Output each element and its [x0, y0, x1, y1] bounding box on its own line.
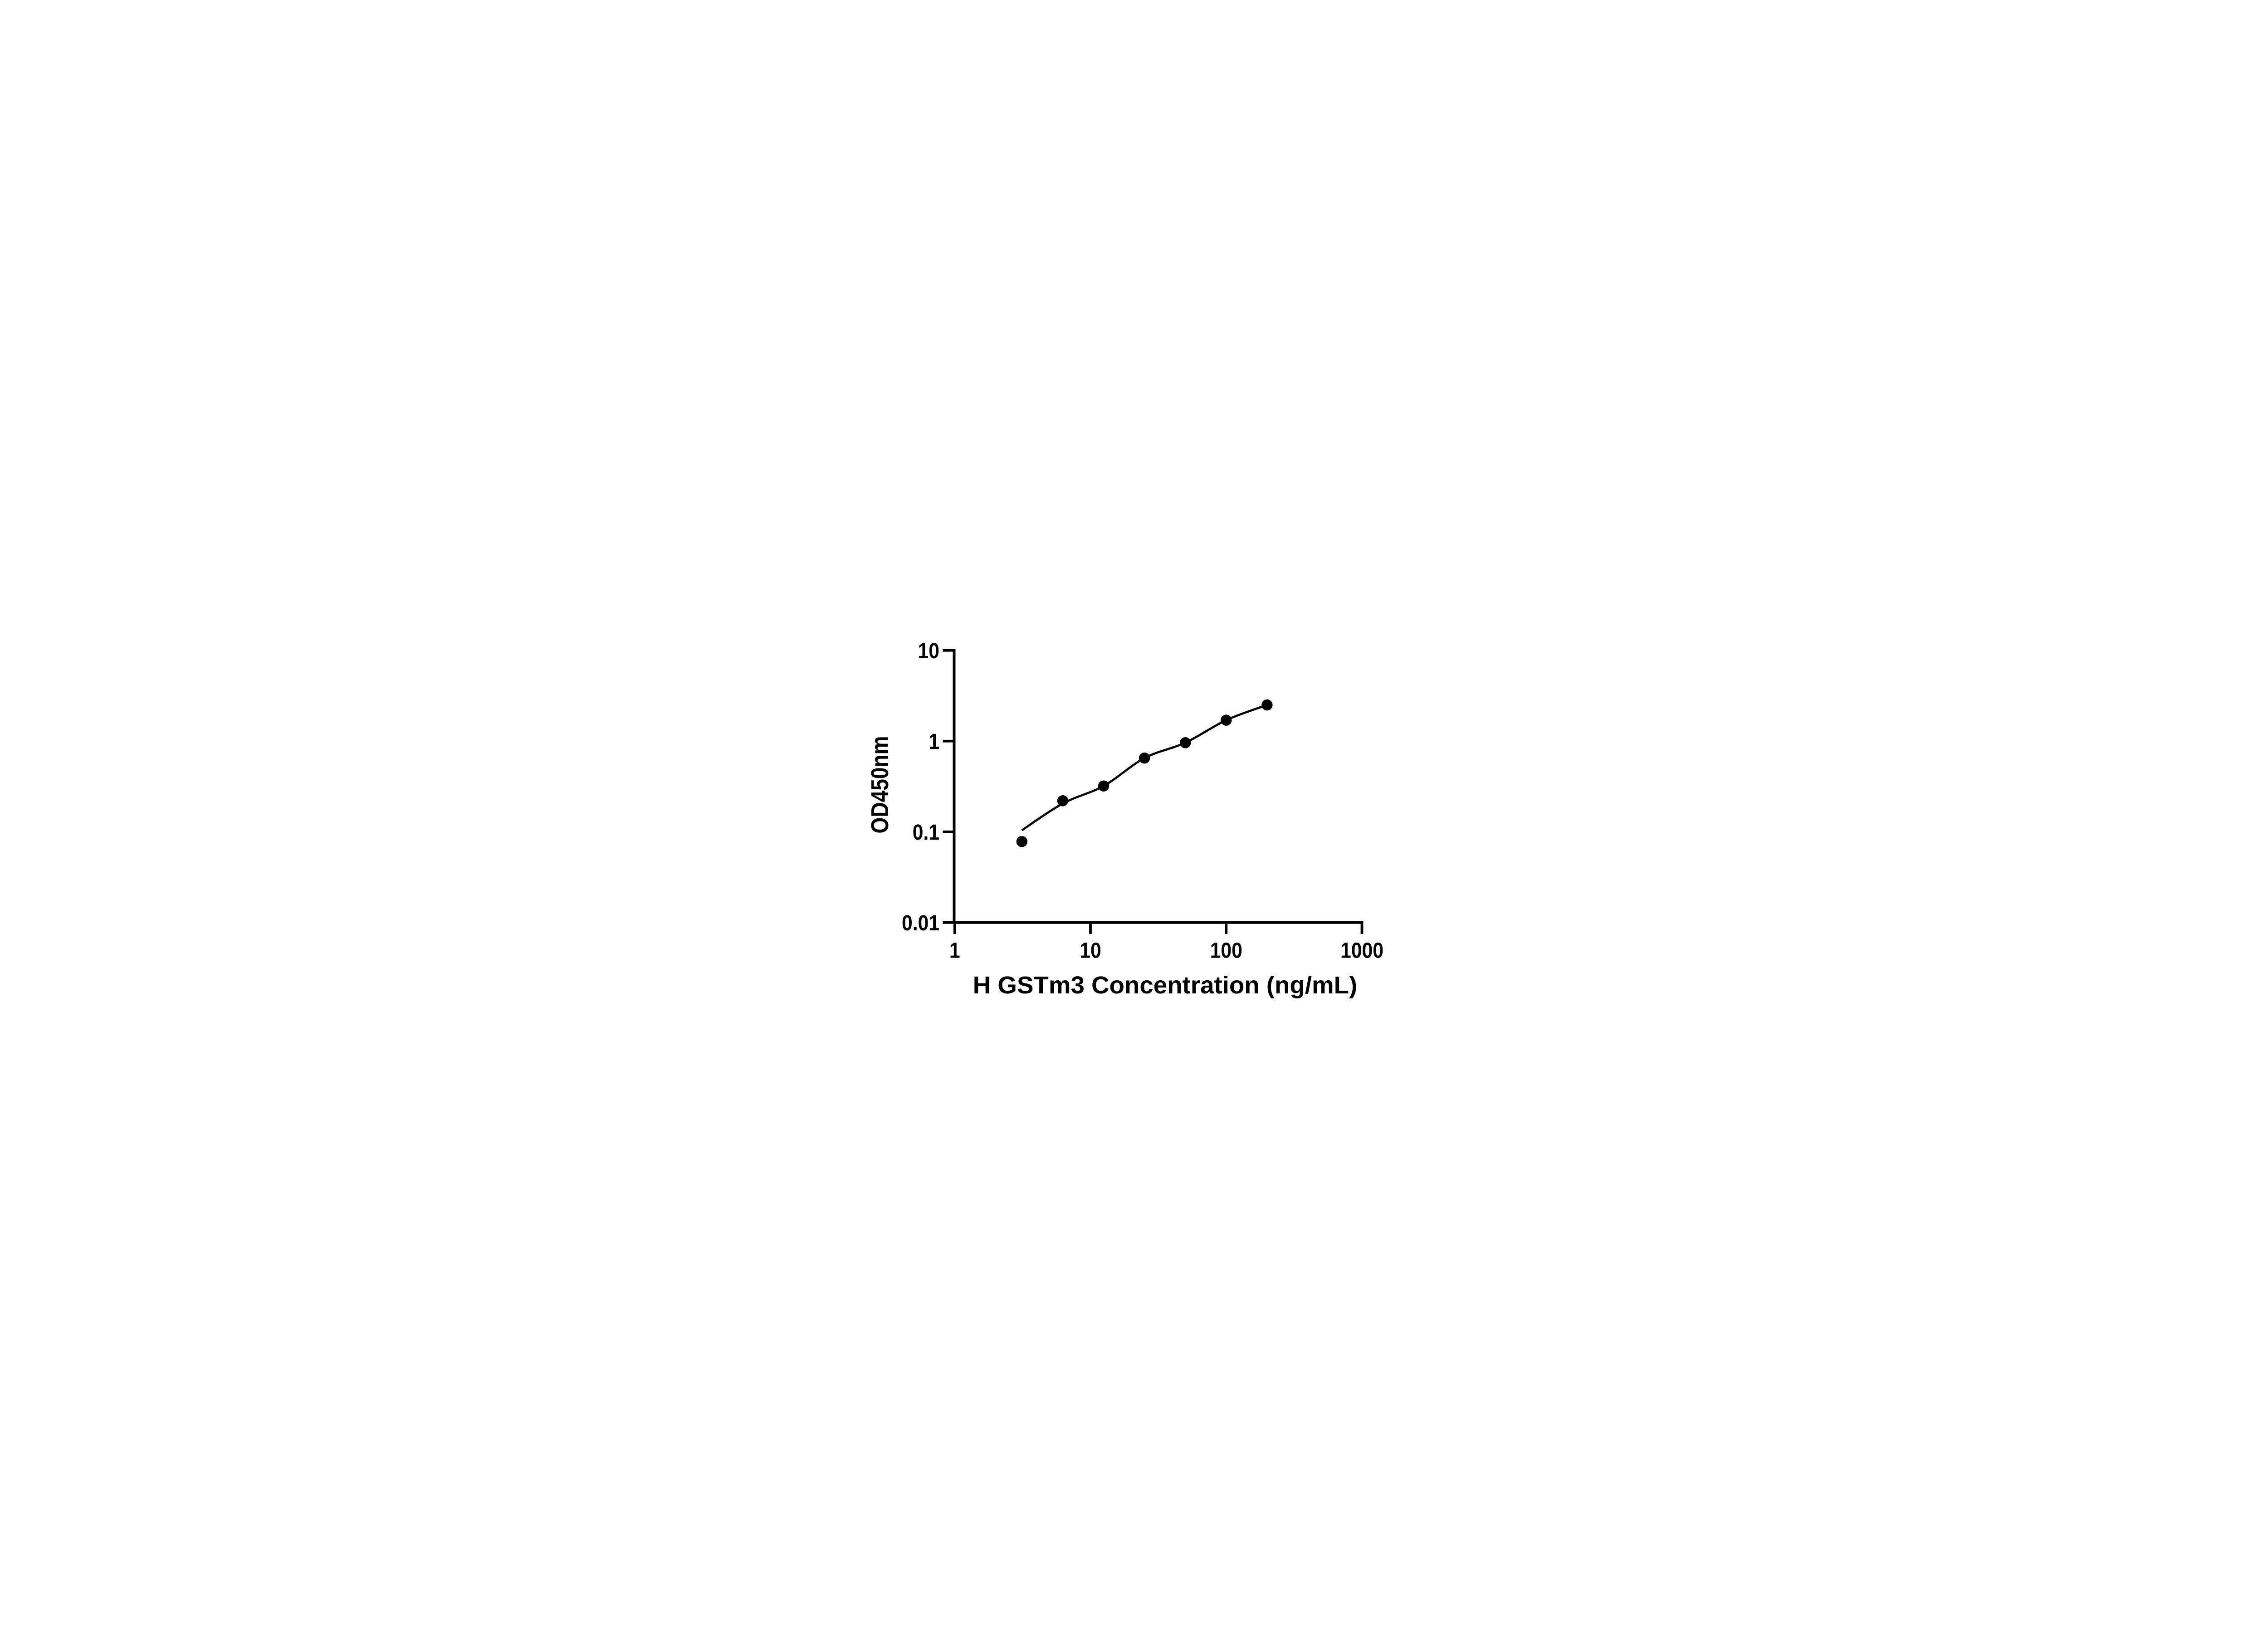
data-point [1261, 699, 1273, 711]
x-tick-label: 1 [949, 939, 960, 963]
y-axis: 10 1 0.1 0.01 [902, 639, 956, 935]
data-point [1016, 836, 1028, 847]
y-tick-label: 0.01 [902, 911, 939, 935]
x-axis-title: H GSTm3 Concentration (ng/mL) [973, 972, 1358, 999]
x-tick-label: 100 [1210, 939, 1242, 963]
y-tick-label: 10 [918, 639, 940, 663]
y-tick-label: 1 [929, 730, 939, 754]
x-tick-label: 10 [1080, 939, 1101, 963]
elisa-standard-curve-chart: 10 1 0.1 0.01 1 10 100 1000 H GSTm3 Concentrat… [843, 612, 1425, 1021]
data-point [1098, 780, 1110, 792]
y-axis-title: OD450nm [867, 736, 894, 834]
data-points [1016, 699, 1273, 847]
x-axis: 1 10 100 1000 [949, 921, 1383, 963]
data-point [1139, 752, 1150, 764]
y-tick-label: 0.1 [913, 821, 939, 845]
data-point [1057, 795, 1069, 807]
x-tick-label: 1000 [1340, 939, 1383, 963]
data-point [1221, 714, 1232, 726]
figure-canvas: 10 1 0.1 0.01 1 10 100 1000 H GSTm3 Concentrat… [843, 612, 1425, 1021]
data-point [1179, 737, 1191, 748]
plot-background [843, 612, 1425, 1021]
